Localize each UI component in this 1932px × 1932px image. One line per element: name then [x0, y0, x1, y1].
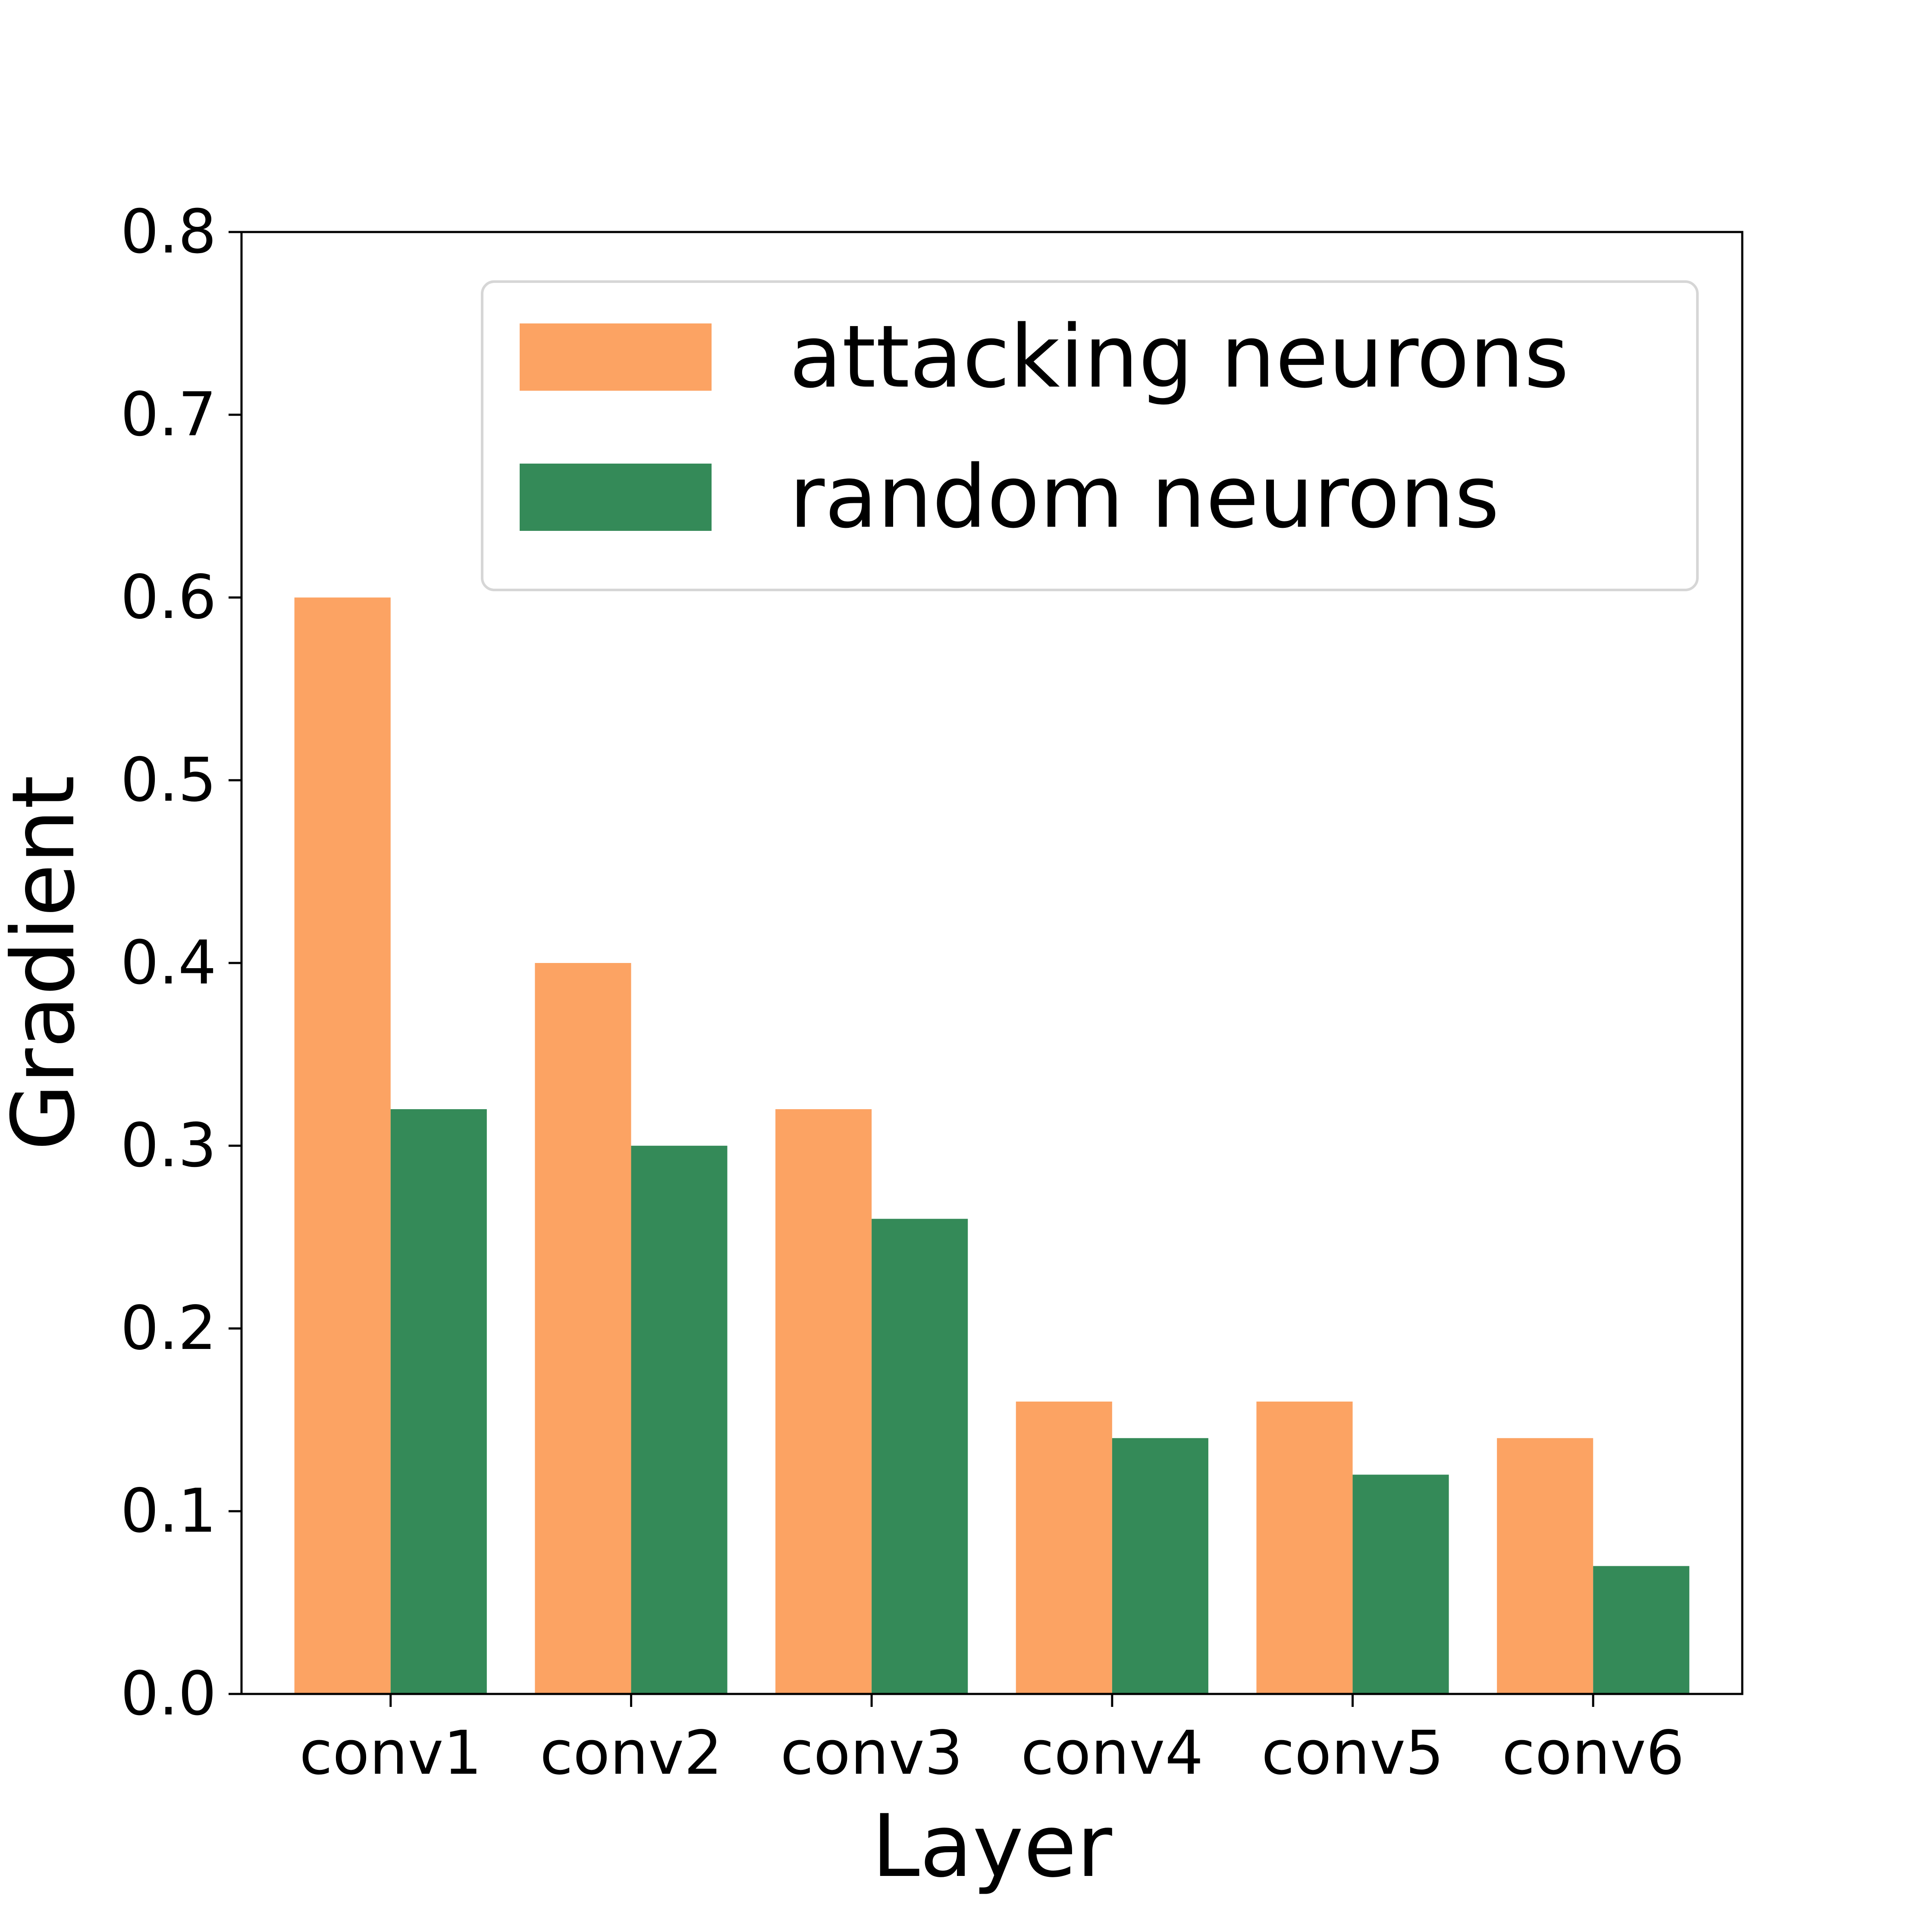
y-tick-label: 0.0 — [120, 1659, 216, 1729]
y-tick-label: 0.3 — [120, 1110, 216, 1181]
y-axis-title: Gradient — [0, 775, 94, 1151]
bar-attacking-neurons-conv2 — [535, 963, 631, 1694]
legend-label-random-neurons: random neurons — [789, 447, 1499, 548]
bar-random-neurons-conv6 — [1593, 1566, 1690, 1694]
y-tick-label: 0.5 — [120, 745, 216, 815]
x-tick-label-conv2: conv2 — [540, 1718, 722, 1788]
legend: attacking neurons random neurons — [481, 280, 1699, 591]
bar-random-neurons-conv5 — [1352, 1474, 1449, 1694]
bar-attacking-neurons-conv3 — [775, 1109, 872, 1694]
y-tick-label: 0.6 — [120, 562, 216, 633]
y-tick-label: 0.4 — [120, 928, 216, 998]
x-tick-label-conv4: conv4 — [1021, 1718, 1203, 1788]
bar-random-neurons-conv3 — [872, 1219, 968, 1694]
x-tick-label-conv6: conv6 — [1502, 1718, 1684, 1788]
bar-attacking-neurons-conv6 — [1497, 1438, 1593, 1694]
y-tick-label: 0.2 — [120, 1293, 216, 1364]
axes-layer: 0.0 0.1 0.2 0.3 0.4 0.5 0.6 0.7 0.8 conv1 conv2 con… — [0, 197, 1744, 1897]
y-tick-label: 0.8 — [120, 197, 216, 267]
bar-random-neurons-conv2 — [631, 1145, 728, 1694]
y-tick-label: 0.1 — [120, 1476, 216, 1546]
legend-box — [481, 280, 1699, 591]
x-tick-label-conv5: conv5 — [1261, 1718, 1444, 1788]
x-tick-label-conv1: conv1 — [299, 1718, 482, 1788]
bars-layer — [294, 597, 1690, 1694]
bar-random-neurons-conv4 — [1112, 1438, 1208, 1694]
legend-swatch-random-neurons — [520, 464, 712, 531]
bar-attacking-neurons-conv5 — [1256, 1402, 1353, 1694]
y-tick-label: 0.7 — [120, 380, 216, 450]
bar-attacking-neurons-conv1 — [294, 597, 391, 1694]
x-axis-title: Layer — [872, 1796, 1112, 1897]
legend-label-attacking-neurons: attacking neurons — [789, 307, 1569, 408]
x-tick-label-conv3: conv3 — [781, 1718, 963, 1788]
legend-swatch-attacking-neurons — [520, 323, 712, 391]
bar-random-neurons-conv1 — [390, 1109, 487, 1694]
bar-attacking-neurons-conv4 — [1016, 1402, 1112, 1694]
